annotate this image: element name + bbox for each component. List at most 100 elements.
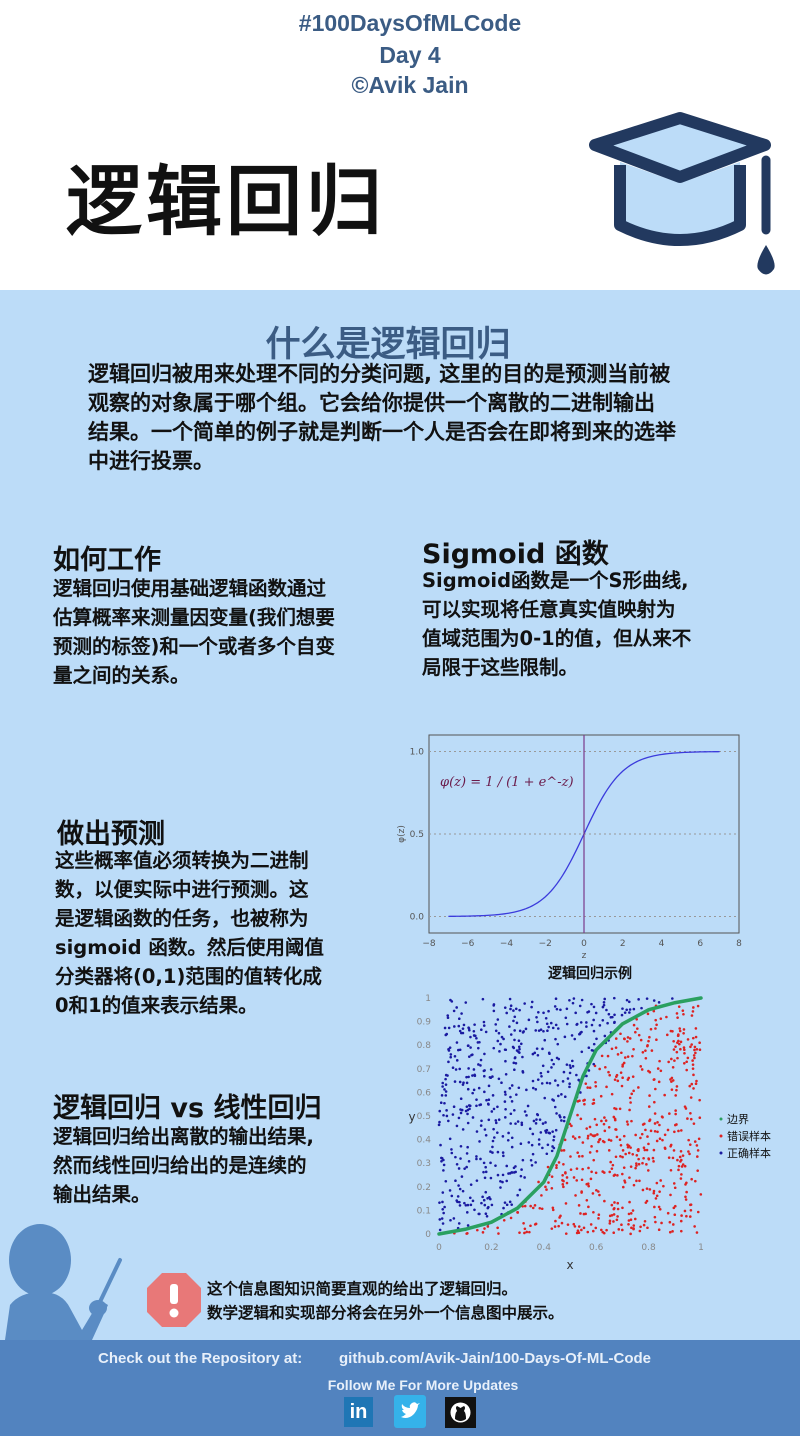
wrong-sample-point: [612, 1220, 615, 1223]
wrong-sample-point: [547, 1181, 550, 1184]
correct-sample-point: [550, 1149, 554, 1153]
correct-sample-point: [442, 1169, 445, 1172]
correct-sample-point: [509, 1007, 512, 1011]
repo-link[interactable]: github.com/Avik-Jain/100-Days-Of-ML-Code: [339, 1350, 651, 1367]
wrong-sample-point: [679, 1229, 683, 1233]
wrong-sample-point: [564, 1202, 568, 1205]
correct-sample-point: [442, 1163, 446, 1167]
wrong-sample-point: [625, 1120, 629, 1123]
y-tick-label: 0.5: [410, 830, 424, 840]
correct-sample-point: [579, 1021, 583, 1024]
correct-sample-point: [531, 1052, 535, 1056]
wrong-sample-point: [560, 1149, 563, 1152]
wrong-sample-point: [550, 1227, 554, 1230]
wrong-sample-point: [643, 1219, 647, 1223]
wrong-sample-point: [634, 1133, 637, 1137]
correct-sample-point: [460, 1175, 464, 1178]
correct-sample-point: [513, 1038, 516, 1042]
wrong-sample-point: [676, 1016, 679, 1019]
x-tick-label: 0: [581, 939, 587, 949]
correct-sample-point: [503, 1100, 507, 1103]
wrong-sample-point: [654, 1087, 657, 1091]
correct-sample-point: [509, 1004, 513, 1008]
wrong-sample-point: [615, 1135, 619, 1139]
wrong-sample-point: [629, 1101, 632, 1104]
wrong-sample-point: [562, 1162, 565, 1166]
wrong-sample-point: [641, 1051, 645, 1054]
wrong-sample-point: [673, 1059, 676, 1062]
correct-sample-point: [489, 1161, 492, 1165]
correct-sample-point: [523, 1110, 527, 1113]
vs-section-title: 逻辑回归 vs 线性回归: [53, 1093, 322, 1124]
correct-sample-point: [453, 1054, 457, 1058]
correct-sample-point: [461, 1128, 465, 1131]
text-line: 值域范围为0-1的值，但从来不: [422, 627, 692, 650]
correct-sample-point: [510, 1145, 514, 1149]
twitter-icon[interactable]: [394, 1395, 426, 1428]
correct-sample-point: [560, 1093, 563, 1096]
wrong-sample-point: [555, 1163, 558, 1167]
wrong-sample-point: [670, 1088, 674, 1091]
wrong-sample-point: [666, 1211, 670, 1215]
correct-sample-point: [573, 1037, 577, 1041]
correct-sample-point: [483, 1203, 487, 1207]
author: ©Avik Jain: [351, 72, 469, 98]
correct-sample-point: [523, 1002, 526, 1005]
wrong-sample-point: [496, 1226, 499, 1230]
correct-sample-point: [464, 1001, 468, 1004]
correct-sample-point: [479, 1124, 483, 1127]
correct-sample-point: [441, 1200, 444, 1204]
correct-sample-point: [438, 1218, 442, 1221]
linkedin-icon[interactable]: in: [344, 1397, 373, 1427]
wrong-sample-point: [604, 1119, 608, 1122]
wrong-sample-point: [646, 1012, 650, 1016]
wrong-sample-point: [648, 1118, 652, 1122]
correct-sample-point: [534, 1161, 537, 1164]
x-tick-label: −2: [539, 939, 552, 949]
correct-sample-point: [535, 1118, 538, 1121]
wrong-sample-point: [608, 1170, 612, 1174]
wrong-sample-point: [696, 1149, 700, 1152]
text-line: 输出结果。: [53, 1183, 151, 1206]
wrong-sample-point: [650, 1049, 654, 1052]
wrong-sample-point: [583, 1102, 586, 1106]
correct-sample-point: [491, 1094, 495, 1097]
wrong-sample-point: [685, 1190, 688, 1194]
correct-sample-point: [556, 1083, 560, 1087]
wrong-sample-point: [586, 1134, 590, 1138]
wrong-sample-point: [518, 1231, 521, 1234]
wrong-sample-point: [697, 1137, 701, 1141]
correct-sample-point: [620, 1013, 624, 1017]
correct-sample-point: [537, 1010, 540, 1014]
wrong-sample-point: [609, 1139, 613, 1142]
wrong-sample-point: [562, 1185, 565, 1189]
correct-sample-point: [483, 1176, 487, 1180]
correct-sample-point: [456, 1195, 460, 1198]
wrong-sample-point: [680, 1165, 684, 1168]
correct-sample-point: [552, 1138, 555, 1142]
correct-sample-point: [480, 1119, 483, 1123]
correct-sample-point: [545, 1081, 549, 1085]
correct-sample-point: [450, 1148, 453, 1151]
wrong-sample-point: [635, 1017, 638, 1021]
wrong-sample-point: [669, 1143, 673, 1147]
correct-sample-point: [552, 1062, 555, 1066]
wrong-sample-point: [629, 1232, 632, 1236]
correct-sample-point: [468, 1107, 471, 1111]
correct-sample-point: [454, 1155, 457, 1159]
github-icon[interactable]: [445, 1397, 476, 1428]
correct-sample-point: [500, 1035, 504, 1039]
wrong-sample-point: [641, 1188, 645, 1192]
wrong-sample-point: [573, 1137, 577, 1140]
correct-sample-point: [504, 1048, 508, 1052]
wrong-sample-point: [655, 1139, 659, 1143]
wrong-sample-point: [595, 1149, 599, 1153]
correct-sample-point: [507, 1131, 510, 1135]
correct-sample-point: [566, 1077, 570, 1080]
wrong-sample-point: [669, 1193, 672, 1197]
wrong-sample-point: [588, 1125, 592, 1129]
correct-sample-point: [556, 1027, 560, 1030]
wrong-sample-point: [677, 1164, 681, 1168]
correct-sample-point: [570, 1034, 574, 1037]
correct-sample-point: [514, 1170, 517, 1174]
